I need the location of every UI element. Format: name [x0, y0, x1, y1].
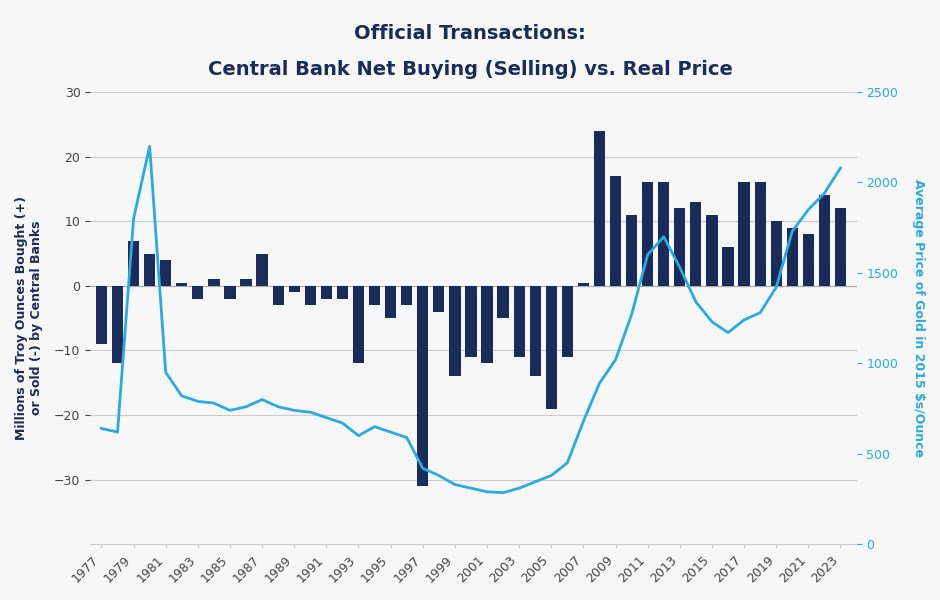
Bar	[321, 286, 332, 299]
Bar	[305, 286, 316, 305]
Bar	[835, 208, 846, 286]
Bar	[819, 196, 830, 286]
Bar	[594, 131, 605, 286]
Bar	[674, 208, 685, 286]
Bar	[417, 286, 429, 486]
Bar	[368, 286, 380, 305]
Bar	[690, 202, 701, 286]
Bar	[128, 241, 139, 286]
Bar	[513, 286, 525, 357]
Bar	[739, 182, 750, 286]
Bar	[273, 286, 284, 305]
Bar	[449, 286, 461, 376]
Bar	[385, 286, 397, 318]
Bar	[658, 182, 669, 286]
Bar	[465, 286, 477, 357]
Bar	[209, 280, 220, 286]
Bar	[642, 182, 653, 286]
Bar	[225, 286, 236, 299]
Bar	[562, 286, 573, 357]
Bar	[578, 283, 589, 286]
Y-axis label: Millions of Troy Ounces Bought (+)
or Sold (-) by Central Banks: Millions of Troy Ounces Bought (+) or So…	[15, 196, 43, 440]
Bar	[529, 286, 540, 376]
Bar	[352, 286, 364, 364]
Bar	[337, 286, 348, 299]
Bar	[771, 221, 782, 286]
Text: Central Bank Net Buying (Selling) vs. Real Price: Central Bank Net Buying (Selling) vs. Re…	[208, 60, 732, 79]
Bar	[401, 286, 413, 305]
Bar	[289, 286, 300, 292]
Bar	[96, 286, 107, 344]
Bar	[433, 286, 445, 311]
Bar	[112, 286, 123, 364]
Bar	[481, 286, 493, 364]
Bar	[722, 247, 733, 286]
Bar	[497, 286, 509, 318]
Bar	[755, 182, 766, 286]
Bar	[192, 286, 203, 299]
Text: Official Transactions:: Official Transactions:	[354, 24, 586, 43]
Bar	[241, 280, 252, 286]
Bar	[160, 260, 171, 286]
Y-axis label: Average Price of Gold in 2015 $s/Ounce: Average Price of Gold in 2015 $s/Ounce	[912, 179, 925, 457]
Bar	[257, 254, 268, 286]
Bar	[176, 283, 187, 286]
Bar	[803, 234, 814, 286]
Bar	[626, 215, 637, 286]
Bar	[706, 215, 717, 286]
Bar	[610, 176, 621, 286]
Bar	[144, 254, 155, 286]
Bar	[787, 227, 798, 286]
Bar	[545, 286, 556, 409]
